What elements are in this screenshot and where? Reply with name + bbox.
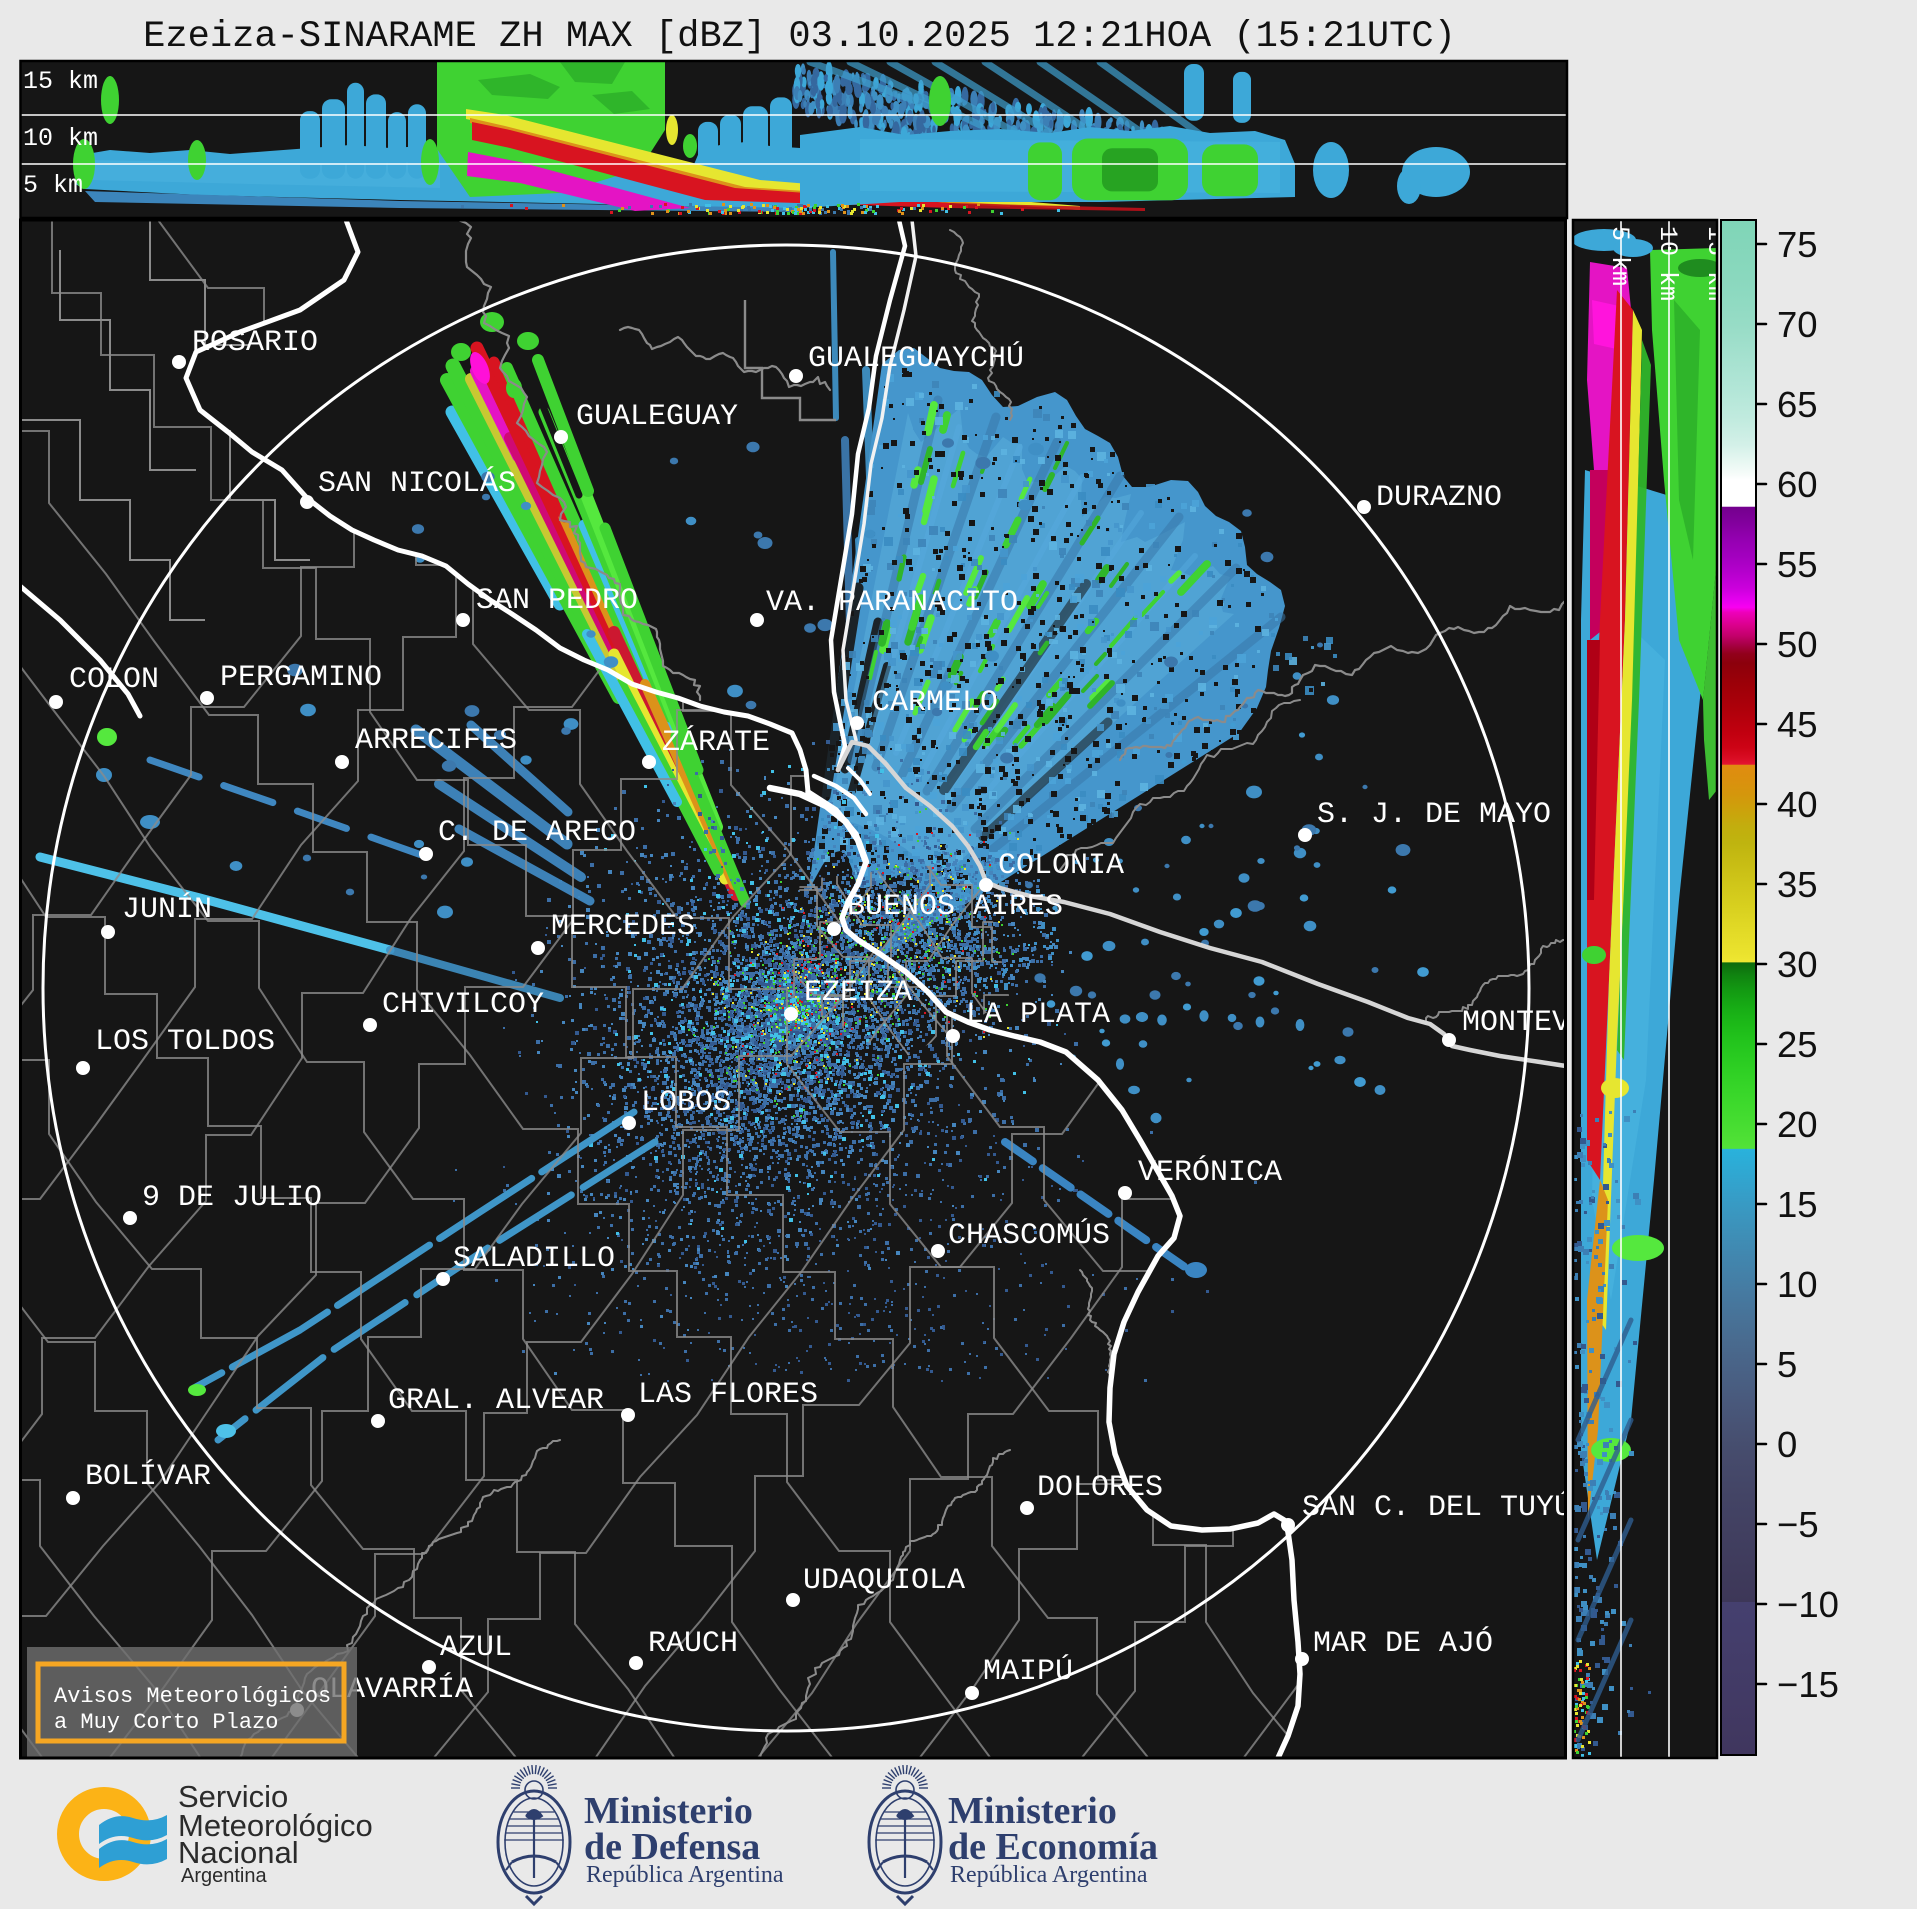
svg-text:30: 30 [1777, 944, 1818, 985]
svg-text:20: 20 [1777, 1104, 1818, 1145]
svg-text:45: 45 [1777, 704, 1818, 745]
svg-text:MAIPÚ: MAIPÚ [983, 1654, 1073, 1689]
svg-text:Avisos Meteorológicos: Avisos Meteorológicos [54, 1684, 331, 1709]
svg-text:MAR DE AJÓ: MAR DE AJÓ [1313, 1626, 1493, 1661]
svg-text:ARRECIFES: ARRECIFES [355, 724, 517, 758]
svg-text:LOS TOLDOS: LOS TOLDOS [95, 1025, 275, 1059]
svg-text:Meteorológico: Meteorológico [178, 1808, 373, 1843]
svg-text:SAN PEDRO: SAN PEDRO [476, 584, 638, 618]
svg-text:50: 50 [1777, 624, 1818, 665]
svg-text:−15: −15 [1777, 1664, 1839, 1705]
svg-text:10 km: 10 km [1653, 226, 1682, 301]
svg-text:GUALEGUAYCHÚ: GUALEGUAYCHÚ [808, 341, 1024, 376]
svg-text:GUALEGUAY: GUALEGUAY [576, 400, 738, 434]
svg-text:SAN C. DEL TUYÚ: SAN C. DEL TUYÚ [1302, 1490, 1572, 1525]
svg-text:SALADILLO: SALADILLO [453, 1242, 615, 1276]
svg-text:9 DE JULIO: 9 DE JULIO [142, 1181, 322, 1215]
svg-text:Servicio: Servicio [178, 1779, 288, 1814]
svg-text:UDAQUIOLA: UDAQUIOLA [803, 1564, 965, 1598]
svg-text:5 km: 5 km [1605, 226, 1634, 286]
svg-text:C. DE ARECO: C. DE ARECO [438, 816, 636, 850]
svg-text:ZÁRATE: ZÁRATE [662, 725, 770, 760]
svg-text:COLON: COLON [69, 663, 159, 697]
svg-text:70: 70 [1777, 304, 1818, 345]
svg-text:BOLÍVAR: BOLÍVAR [85, 1459, 211, 1494]
svg-text:S. J. DE MAYO: S. J. DE MAYO [1317, 798, 1551, 832]
svg-text:35: 35 [1777, 864, 1818, 905]
svg-text:EZEIZA: EZEIZA [804, 976, 912, 1010]
svg-text:MONTEVIDEO: MONTEVIDEO [1462, 1006, 1642, 1040]
svg-text:Ezeiza-SINARAME ZH MAX [dBZ] 0: Ezeiza-SINARAME ZH MAX [dBZ] 03.10.2025 … [143, 16, 1456, 58]
svg-text:DOLORES: DOLORES [1037, 1471, 1163, 1505]
svg-text:de Defensa: de Defensa [584, 1826, 760, 1868]
svg-text:VA. PARANACITO: VA. PARANACITO [766, 586, 1018, 620]
svg-text:LA PLATA: LA PLATA [966, 998, 1110, 1032]
svg-text:55: 55 [1777, 544, 1818, 585]
svg-text:Argentina: Argentina [181, 1865, 267, 1887]
svg-text:−10: −10 [1777, 1584, 1839, 1625]
svg-text:25: 25 [1777, 1024, 1818, 1065]
svg-text:AZUL: AZUL [440, 1631, 512, 1665]
svg-text:SAN NICOLÁS: SAN NICOLÁS [318, 466, 516, 501]
svg-text:DURAZNO: DURAZNO [1376, 481, 1502, 515]
svg-text:BUENOS AIRES: BUENOS AIRES [847, 890, 1063, 924]
svg-text:40: 40 [1777, 784, 1818, 825]
svg-text:5 km: 5 km [23, 171, 83, 200]
svg-text:LOBOS: LOBOS [641, 1086, 731, 1120]
svg-text:15: 15 [1777, 1184, 1818, 1225]
svg-text:a Muy Corto Plazo: a Muy Corto Plazo [54, 1710, 278, 1735]
svg-text:CHIVILCOY: CHIVILCOY [382, 988, 544, 1022]
svg-text:RAUCH: RAUCH [648, 1627, 738, 1661]
svg-text:15 km: 15 km [23, 67, 98, 96]
svg-text:VERÓNICA: VERÓNICA [1138, 1155, 1282, 1190]
svg-text:75: 75 [1777, 224, 1818, 265]
svg-text:MERCEDES: MERCEDES [551, 910, 695, 944]
svg-text:República Argentina: República Argentina [586, 1862, 784, 1888]
svg-text:GRAL. ALVEAR: GRAL. ALVEAR [388, 1384, 604, 1418]
svg-text:−5: −5 [1777, 1504, 1819, 1545]
svg-text:Nacional: Nacional [178, 1835, 299, 1870]
svg-text:Ministerio: Ministerio [584, 1790, 753, 1832]
svg-text:LAS FLORES: LAS FLORES [638, 1378, 818, 1412]
svg-text:Ministerio: Ministerio [948, 1790, 1117, 1832]
svg-text:JUNÍN: JUNÍN [122, 892, 212, 927]
svg-text:CHASCOMÚS: CHASCOMÚS [948, 1218, 1110, 1253]
svg-text:República Argentina: República Argentina [950, 1862, 1148, 1888]
svg-text:PERGAMINO: PERGAMINO [220, 661, 382, 695]
svg-text:10 km: 10 km [23, 124, 98, 153]
svg-text:CARMELO: CARMELO [872, 686, 998, 720]
svg-text:ROSARIO: ROSARIO [192, 326, 318, 360]
svg-text:0: 0 [1777, 1424, 1797, 1465]
svg-text:COLONIA: COLONIA [998, 849, 1124, 883]
svg-text:65: 65 [1777, 384, 1818, 425]
svg-text:5: 5 [1777, 1344, 1797, 1385]
svg-text:60: 60 [1777, 464, 1818, 505]
svg-text:15 km: 15 km [1701, 226, 1730, 301]
svg-text:10: 10 [1777, 1264, 1818, 1305]
svg-text:de Economía: de Economía [948, 1826, 1158, 1868]
